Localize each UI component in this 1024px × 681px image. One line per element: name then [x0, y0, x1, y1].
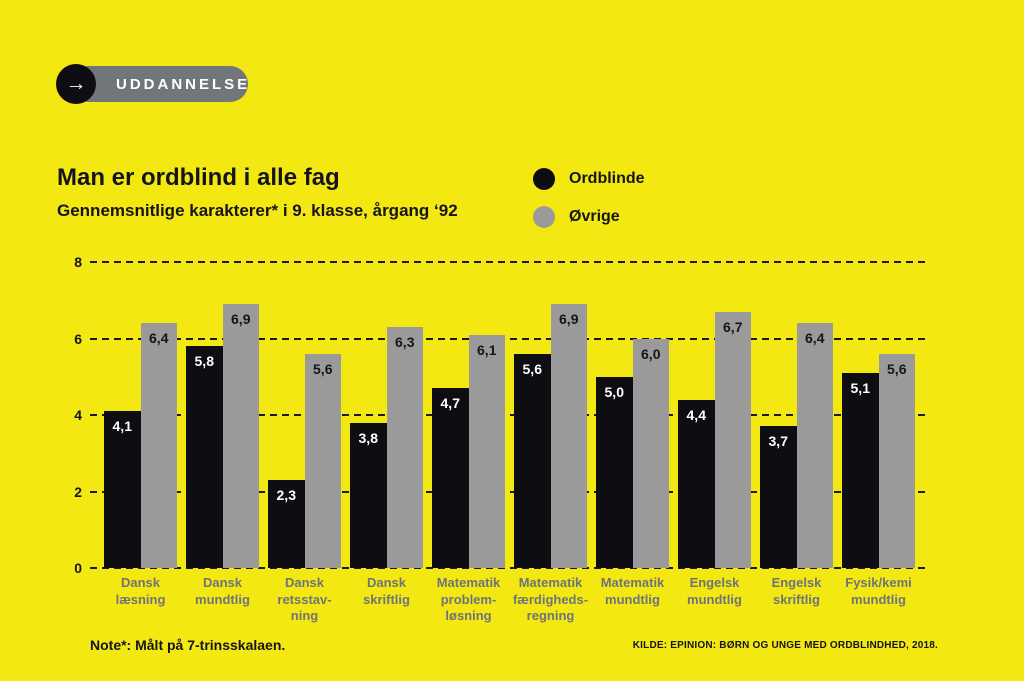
- bar-value-label: 4,1: [112, 418, 132, 435]
- bar-value-label: 5,1: [850, 379, 870, 396]
- bar-value-label: 6,9: [559, 311, 579, 328]
- bar-value-label: 6,9: [231, 311, 251, 328]
- y-tick-label: 0: [74, 560, 82, 576]
- bar-value-label: 6,1: [477, 341, 497, 358]
- bar-ordblinde: 5,1: [842, 372, 879, 568]
- category-label: Engelsk skriftlig: [771, 575, 822, 607]
- bar-value-label: 2,3: [276, 487, 296, 504]
- y-tick-label: 6: [74, 330, 82, 347]
- bar-øvrige: 6,3: [386, 327, 423, 568]
- bar-group: 4,7 6,1: [432, 262, 505, 568]
- bar-value-label: 6,3: [395, 334, 415, 351]
- bar-groups: 4,1 6,4 5,8 6,9 2,3 5,6 3,8 6,3 4,7 6,1 5,6 6,9 5,0 6…: [104, 262, 915, 568]
- bar-group: 2,3 5,6: [268, 262, 341, 568]
- bar-ordblinde: 5,0: [596, 376, 633, 568]
- section-badge-label: UDDANNELSE: [116, 75, 251, 93]
- legend-swatch: [533, 168, 555, 190]
- gridline: [90, 567, 930, 569]
- bar-øvrige: 6,4: [140, 323, 177, 568]
- bar-value-label: 3,8: [358, 429, 378, 446]
- section-badge-pill: UDDANNELSE: [70, 66, 248, 102]
- bar-value-label: 6,7: [723, 318, 743, 335]
- arrow-glyph: →: [65, 72, 87, 95]
- bar-øvrige: 6,9: [550, 304, 587, 568]
- category-label: Dansk læsning: [115, 575, 166, 607]
- bar-øvrige: 6,1: [468, 334, 505, 568]
- bar-value-label: 5,6: [887, 360, 907, 377]
- category-label: Matematik færdigheds- regning: [512, 575, 589, 624]
- bar-ordblinde: 3,7: [760, 426, 797, 568]
- bar-value-label: 4,7: [440, 395, 460, 412]
- gridline: [90, 490, 930, 493]
- bar-øvrige: 5,6: [304, 353, 341, 568]
- legend-swatch: [533, 206, 555, 228]
- arrow-right-icon: →: [56, 64, 96, 104]
- footnote: Note*: Målt på 7-trinsskalaen.: [90, 637, 286, 653]
- section-badge: UDDANNELSE →: [56, 64, 248, 104]
- bar-øvrige: 6,9: [222, 304, 259, 568]
- bar-group: 5,1 5,6: [842, 262, 915, 568]
- category-label: Matematik mundtlig: [600, 575, 665, 607]
- plot-area: 4,1 6,4 5,8 6,9 2,3 5,6 3,8 6,3 4,7 6,1 5,6 6,9 5,0 6…: [90, 261, 930, 569]
- gridline: [90, 414, 930, 416]
- bar-ordblinde: 5,6: [514, 353, 551, 568]
- category-label: Dansk mundtlig: [195, 575, 250, 607]
- legend-item-ovrige: Øvrige: [533, 206, 645, 228]
- legend-label: Ordblinde: [569, 170, 645, 187]
- category-label: Matematik problem- løsning: [436, 575, 501, 624]
- bar-group: 4,1 6,4: [104, 262, 177, 568]
- bar-ordblinde: 4,7: [432, 388, 469, 568]
- bar-øvrige: 6,7: [714, 311, 751, 568]
- gridline: [90, 261, 930, 263]
- bar-ordblinde: 5,8: [186, 346, 223, 568]
- y-tick-label: 4: [74, 407, 82, 423]
- bar-ordblinde: 2,3: [268, 480, 305, 568]
- gridline: [90, 337, 930, 340]
- bar-øvrige: 6,4: [796, 323, 833, 568]
- bar-value-label: 5,6: [522, 360, 542, 377]
- bar-ordblinde: 4,1: [104, 411, 141, 568]
- bar-øvrige: 6,0: [632, 338, 669, 568]
- bar-group: 3,7 6,4: [760, 262, 833, 568]
- bar-group: 3,8 6,3: [350, 262, 423, 568]
- y-tick-label: 2: [74, 483, 82, 500]
- bar-value-label: 5,0: [604, 383, 624, 400]
- bar-value-label: 5,8: [194, 353, 214, 370]
- bar-group: 4,4 6,7: [678, 262, 751, 568]
- chart-title: Man er ordblind i alle fag: [57, 164, 340, 191]
- bar-value-label: 4,4: [686, 406, 706, 423]
- bar-group: 5,0 6,0: [596, 262, 669, 568]
- legend-item-ordblinde: Ordblinde: [533, 168, 645, 190]
- category-label: Dansk skriftlig: [363, 575, 410, 607]
- bar-ordblinde: 4,4: [678, 399, 715, 568]
- bar-ordblinde: 3,8: [350, 422, 387, 568]
- y-axis: 0 2 4 6 8: [52, 254, 84, 576]
- category-label: Fysik/kemi mundtlig: [845, 575, 912, 607]
- source-credit: KILDE: EPINION: BØRN OG UNGE MED ORDBLIN…: [632, 640, 938, 651]
- chart-subtitle: Gennemsnitlige karakterer* i 9. klasse, …: [57, 201, 458, 220]
- category-label: Dansk retsstav- ning: [277, 575, 332, 624]
- bar-value-label: 3,7: [768, 433, 788, 450]
- y-tick-label: 8: [74, 254, 82, 270]
- bar-value-label: 6,4: [149, 330, 169, 347]
- category-label: Engelsk mundtlig: [687, 575, 742, 607]
- bar-value-label: 6,0: [641, 345, 661, 362]
- bar-øvrige: 5,6: [878, 353, 915, 568]
- category-labels: Dansk læsning Dansk mundtlig Dansk retssta…: [104, 575, 915, 633]
- bar-value-label: 5,6: [313, 360, 333, 377]
- bar-value-label: 6,4: [805, 330, 825, 347]
- legend-label: Øvrige: [569, 208, 620, 225]
- bar-group: 5,6 6,9: [514, 262, 587, 568]
- legend: Ordblinde Øvrige: [533, 168, 645, 244]
- bar-group: 5,8 6,9: [186, 262, 259, 568]
